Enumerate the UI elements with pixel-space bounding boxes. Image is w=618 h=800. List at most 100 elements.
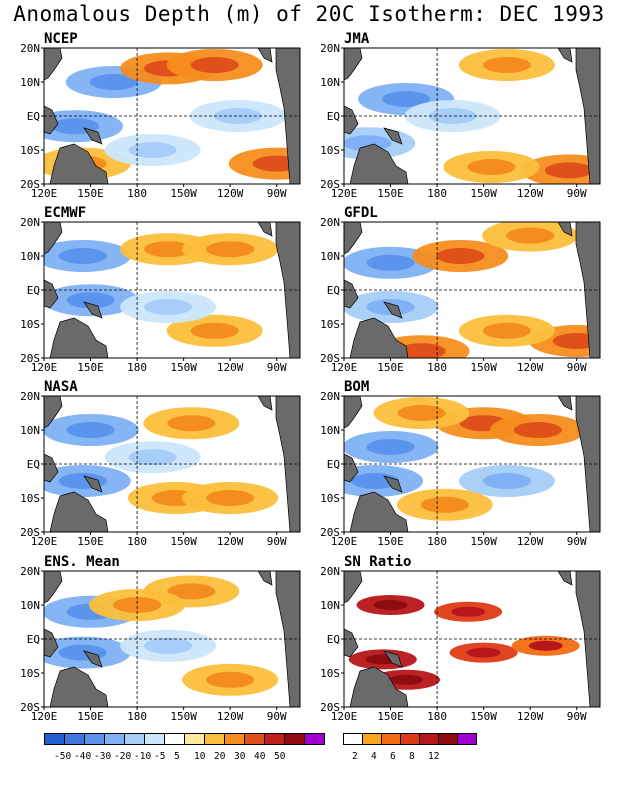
colorbar-swatch [64,733,85,745]
land-mass-5 [257,222,273,237]
land-mass-2 [49,317,109,358]
panel-ecmwf: ECMWF 120E 150E 180 150W 120W 90W 20N 10N EQ 10S 20… [20,205,301,374]
colorbar-swatch [304,733,325,745]
y-tick-label: 10S [20,667,40,680]
anomaly-core-5 [128,449,177,466]
anomaly-core-4 [206,671,255,688]
anomaly-core-3 [544,162,593,179]
anomaly-core-3 [506,227,555,244]
x-tick-label: 150W [470,361,497,374]
land-mass-4 [275,222,300,358]
land-mass-1 [44,628,59,658]
anomaly-core-0 [366,254,415,271]
x-tick-label: 150E [377,535,404,548]
colorbar-label: 4 [371,751,377,762]
panel-title: GFDL [344,205,378,221]
land-mass-4 [575,222,600,358]
x-tick-label: 120E [331,361,358,374]
land-mass-0 [344,222,363,255]
colorbar-label: 50 [274,751,286,762]
panel-ens-mean: ENS. Mean 120E 150E 180 150W 120W 90W 20N 10N EQ 1… [20,554,301,723]
anomaly-core-3 [466,647,501,658]
x-tick-label: 180 [127,535,147,548]
x-tick-label: 150W [170,361,197,374]
land-mass-5 [557,222,573,237]
land-mass-4 [575,571,600,707]
anomaly-core-2 [167,415,216,432]
x-tick-label: 120W [217,187,244,200]
panel-sn-ratio: SN Ratio 120E 150E 180 150W 120W 90W 20N 10N EQ 10… [320,554,601,723]
x-tick-label: 120W [217,361,244,374]
panel-gfdl: GFDL 120E 150E 180 150W 120W 90W 20N 10N EQ 10S 20S [320,205,601,374]
anomaly-core-6 [397,343,446,358]
x-tick-label: 120E [331,535,358,548]
colorbar-swatch [457,733,477,745]
land-mass-0 [344,48,363,81]
x-tick-label: 150W [470,187,497,200]
y-tick-label: 20N [320,216,340,229]
panel-title: JMA [344,31,370,47]
anomaly-core-2 [482,57,531,73]
x-tick-label: 180 [127,361,147,374]
heatmap-svg: 120E 150E 180 150W 120W 90W 20N 10N EQ 10S 20S [20,216,301,374]
anomaly-core-0 [373,600,408,610]
y-tick-label: EQ [327,458,340,471]
colorbar-swatch [144,733,165,745]
panel-ncep: NCEP 120E 150E 180 150W 120W 90W 20N 10N EQ 10S 20S [20,31,301,200]
x-tick-label: 120E [31,361,58,374]
anomaly-core-5 [428,108,477,124]
x-tick-label: 120W [517,710,544,723]
x-tick-label: 120E [31,187,58,200]
panel-bom: BOM 120E 150E 180 150W 120W 90W 20N 10N EQ 10S 20S [320,379,601,548]
anomaly-core-2 [144,241,193,258]
x-tick-label: 180 [127,710,147,723]
anomaly-core-5 [482,473,531,489]
land-mass-2 [349,143,409,184]
land-mass-3 [383,475,403,493]
x-tick-label: 180 [427,187,447,200]
anomaly-core-2 [451,606,486,617]
land-mass-0 [44,48,63,81]
x-tick-label: 120W [517,535,544,548]
y-tick-label: 20N [320,42,340,55]
land-mass-5 [257,48,273,63]
colorbar-label: 5 [174,751,180,762]
anomaly-core-0 [66,422,115,438]
anomaly-core-4 [467,159,516,175]
land-mass-4 [275,396,300,532]
land-mass-2 [49,491,109,532]
land-mass-3 [83,650,103,668]
colorbar-label: 20 [214,751,226,762]
land-mass-2 [349,317,409,358]
colorbar-swatch [362,733,382,745]
land-mass-0 [344,396,363,429]
y-tick-label: 20S [320,352,340,365]
anomaly-core-4 [206,490,255,506]
colorbar-label: -10 [134,751,152,762]
anomaly-core-5 [144,637,193,654]
x-tick-label: 120E [331,187,358,200]
x-tick-label: 180 [427,710,447,723]
colorbar-swatch [264,733,285,745]
y-tick-label: 10N [320,76,340,89]
land-mass-5 [257,396,273,411]
y-tick-label: 20S [20,178,40,191]
anomaly-core-2 [167,583,216,600]
land-mass-4 [275,48,300,184]
colorbar-label: 30 [234,751,246,762]
land-mass-3 [83,301,103,319]
y-tick-label: 10N [320,424,340,437]
land-mass-1 [44,279,59,309]
y-tick-label: 20N [20,216,40,229]
y-tick-label: 10N [20,424,40,437]
x-tick-label: 150W [170,535,197,548]
land-mass-3 [383,650,403,668]
land-mass-2 [349,491,409,532]
colorbar-swatch [204,733,225,745]
heatmap-svg: 120E 150E 180 150W 120W 90W 20N 10N EQ 10S 20S [320,390,601,548]
y-tick-label: 10N [20,599,40,612]
colorbar-label: 8 [409,751,415,762]
y-tick-label: 10S [320,144,340,157]
y-tick-label: 20N [20,42,40,55]
y-tick-label: EQ [27,458,40,471]
